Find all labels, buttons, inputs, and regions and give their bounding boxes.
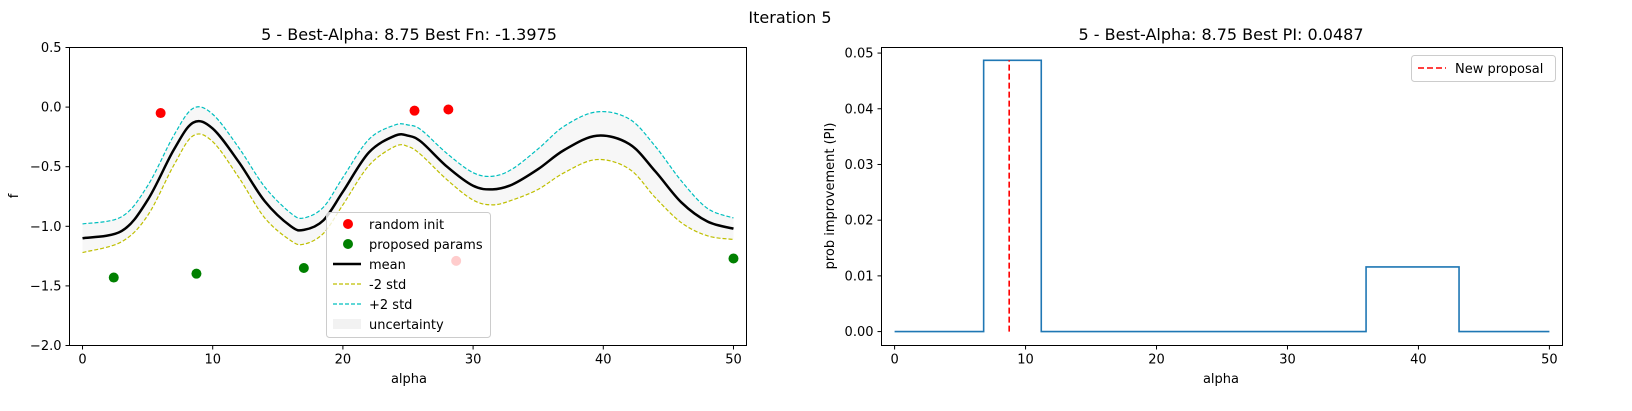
chart-right-plot-area	[894, 59, 1550, 333]
chart-left-legend: random init proposed params mean -2 std …	[326, 212, 491, 338]
y-tick-label: 0.01	[845, 269, 874, 284]
x-tick-label: 20	[335, 353, 352, 368]
chart-left-plot-area	[82, 104, 739, 283]
x-tick-label: 50	[725, 353, 742, 368]
legend-minus2-label: -2 std	[369, 278, 406, 293]
chart-right-xlabel: alpha	[1203, 372, 1239, 387]
x-tick-label: 40	[595, 353, 612, 368]
random-init-point	[443, 104, 454, 115]
series-mean	[82, 119, 734, 240]
y-tick-label: 0.02	[845, 214, 874, 229]
y-tick-label: −1.0	[30, 220, 62, 235]
chart-left-ticks: 0 10 20 30 40 50 −2.0 −1.5 −1.0 −0.5 0.0 0.5	[30, 41, 742, 368]
proposed-param-point	[298, 263, 309, 274]
series-minus-2-std	[82, 133, 734, 254]
proposed-param-point	[728, 253, 739, 264]
chart-left-xlabel: alpha	[391, 372, 427, 387]
chart-right-frame	[881, 47, 1563, 346]
chart-right-title: 5 - Best-Alpha: 8.75 Best PI: 0.0487	[1079, 25, 1364, 44]
chart-right-ylabel: prob improvement (PI)	[823, 123, 838, 270]
x-tick-label: 20	[1148, 353, 1165, 368]
x-tick-label: 0	[78, 353, 86, 368]
legend-random-init-label: random init	[369, 218, 444, 233]
y-tick-label: 0.03	[845, 158, 874, 173]
random-init-point	[155, 108, 166, 119]
x-tick-label: 0	[890, 353, 898, 368]
legend-box	[1411, 55, 1556, 82]
chart-left: 5 - Best-Alpha: 8.75 Best Fn: -1.3975 0 1…	[7, 25, 747, 387]
y-tick-label: 0.5	[41, 41, 62, 56]
legend-random-init-marker	[343, 219, 353, 229]
x-tick-label: 50	[1541, 353, 1558, 368]
legend-plus2-label: +2 std	[369, 298, 412, 313]
y-tick-label: 0.00	[845, 325, 874, 340]
x-tick-label: 10	[204, 353, 221, 368]
chart-left-title: 5 - Best-Alpha: 8.75 Best Fn: -1.3975	[261, 25, 557, 44]
y-tick-label: −1.5	[30, 279, 62, 294]
legend-new-proposal-label: New proposal	[1455, 62, 1543, 77]
y-tick-label: 0.0	[41, 101, 62, 116]
uncertainty-band	[82, 106, 734, 253]
y-tick-label: −0.5	[30, 160, 62, 175]
legend-box	[326, 212, 491, 338]
chart-left-ylabel: f	[7, 193, 22, 198]
chart-right-ticks: 0 10 20 30 40 50 0.00 0.01 0.02 0.03 0.04 0.05	[845, 47, 1558, 368]
legend-uncertainty-label: uncertainty	[369, 318, 444, 333]
random-init-point	[409, 105, 420, 116]
chart-right-legend: New proposal	[1411, 55, 1556, 82]
y-tick-label: 0.04	[845, 102, 874, 117]
y-tick-label: −2.0	[30, 339, 62, 354]
legend-uncertainty-patch	[333, 319, 361, 329]
series-prob-improvement	[894, 59, 1550, 333]
legend-proposed-params-label: proposed params	[369, 238, 483, 253]
x-tick-label: 30	[1279, 353, 1296, 368]
x-tick-label: 30	[465, 353, 482, 368]
proposed-param-point	[108, 272, 119, 283]
legend-mean-label: mean	[369, 258, 406, 273]
figure-suptitle: Iteration 5	[748, 8, 831, 27]
x-tick-label: 10	[1017, 353, 1034, 368]
chart-left-frame	[69, 47, 747, 346]
proposed-param-point	[191, 268, 202, 279]
series-plus-2-std	[82, 106, 734, 225]
y-tick-label: 0.05	[845, 47, 874, 62]
chart-right: 5 - Best-Alpha: 8.75 Best PI: 0.0487 0 10…	[823, 25, 1563, 387]
x-tick-label: 40	[1410, 353, 1427, 368]
legend-proposed-params-marker	[343, 239, 353, 249]
